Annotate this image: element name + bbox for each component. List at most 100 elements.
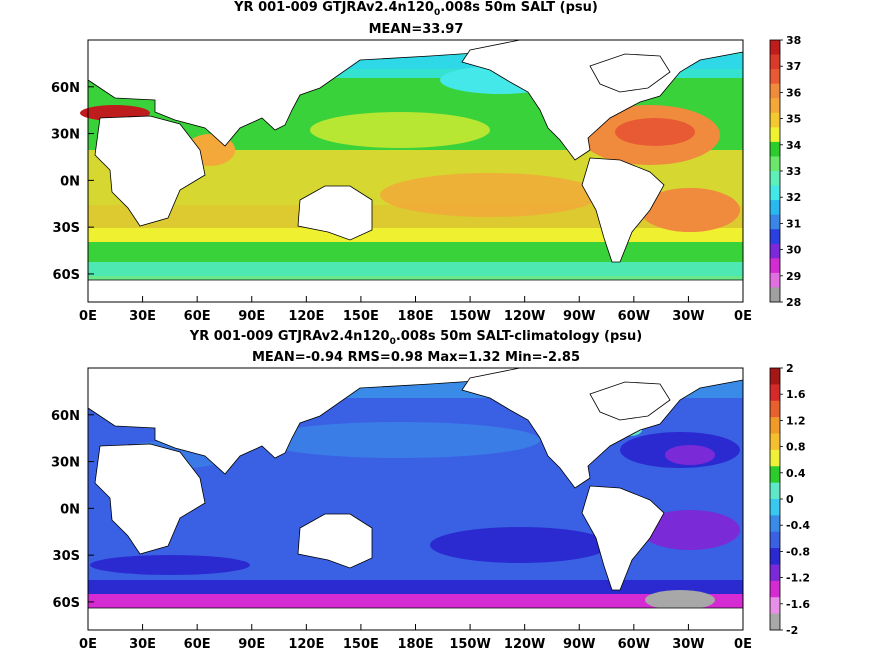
colorbar-segment [770,214,780,230]
x-tick-label: 120W [504,637,545,652]
colorbar-segment [770,258,780,274]
top-stats: MEAN=33.97 [369,22,464,37]
colorbar-label: 31 [786,217,801,230]
x-tick-label: 0E [734,637,752,652]
colorbar-segment [770,229,780,245]
x-tick-label: 180E [397,637,433,652]
x-tick-label: 60E [184,309,211,324]
x-tick-label: 90W [563,309,595,324]
y-tick-label: 60S [53,596,80,611]
x-tick-label: 150W [449,637,490,652]
x-tick-label: 0E [734,309,752,324]
panel-bottom: YR 001-009 GTJRAv2.4n1200.008s 50m SALT-… [51,329,810,652]
colorbar-segment [770,417,780,434]
colorbar-segment [770,112,780,128]
x-tick-label: 0E [79,637,97,652]
colorbar-label: 30 [786,244,802,257]
bottom-x-axis: 0E 30E 60E 90E 120E 150E 180E 150W 120W 90W 60W 30W… [79,624,752,652]
x-tick-label: 120E [288,309,324,324]
colorbar-segment [770,564,780,582]
colorbar-segment [770,69,780,85]
colorbar-segment [770,243,780,259]
x-tick-label: 30W [672,637,704,652]
top-title: YR 001-009 GTJRAv2.4n1200.008s 50m SALT … [233,0,598,18]
bottom-y-axis: 60N 30N 0N 30S 60S [51,409,94,611]
top-colorbar: 38 37 36 35 34 33 32 31 30 29 28 [769,34,802,309]
colorbar-label: 36 [786,86,802,99]
x-tick-label: 30E [129,309,156,324]
colorbar-label: 0.4 [786,467,806,480]
x-tick-label: 150W [449,309,490,324]
colorbar-segment [770,200,780,216]
colorbar-label: 0.8 [786,441,806,454]
panel-top: YR 001-009 GTJRAv2.4n1200.008s 50m SALT … [51,0,802,324]
colorbar-label: 35 [786,113,801,126]
x-tick-label: 120W [504,309,545,324]
top-map [80,39,744,303]
colorbar-label: -1.2 [786,572,810,585]
colorbar-segment [770,272,780,288]
colorbar-label: 1.6 [786,388,806,401]
x-tick-label: 60W [618,309,650,324]
x-tick-label: 60W [618,637,650,652]
colorbar-segment [770,515,780,533]
y-tick-label: 30S [53,221,80,236]
colorbar-label: 0 [786,493,794,506]
colorbar-label: 37 [786,60,801,73]
x-tick-label: 30W [672,309,704,324]
y-tick-label: 60N [51,409,80,424]
colorbar-label: -0.8 [786,545,810,558]
bottom-title: YR 001-009 GTJRAv2.4n1200.008s 50m SALT-… [189,329,642,347]
colorbar-label: 33 [786,165,801,178]
x-tick-label: 120E [288,637,324,652]
colorbar-label: 34 [786,139,802,152]
colorbar-segment [770,433,780,451]
colorbar-label: 38 [786,34,801,47]
colorbar-segment [770,156,780,172]
y-tick-label: 60N [51,81,80,96]
y-tick-label: 30S [53,549,80,564]
colorbar-segment [770,40,780,56]
top-x-axis: 0E 30E 60E 90E 120E 150E 180E 150W 120W 90W 60W 30W… [79,296,752,324]
colorbar-segment [770,287,780,303]
colorbar-label: 28 [786,296,801,309]
x-tick-label: 90E [238,637,265,652]
colorbar-label: 32 [786,191,801,204]
colorbar-label: -0.4 [786,519,810,532]
colorbar-segment [770,98,780,114]
x-tick-label: 30E [129,637,156,652]
colorbar-segment [770,141,780,157]
colorbar-segment [770,384,780,402]
x-tick-label: 60E [184,637,211,652]
colorbar-segment [770,185,780,201]
bottom-map [87,367,744,631]
bottom-colorbar: 2 1.6 1.2 0.8 0.4 0 -0.4 -0.8 -1.2 -1.6 -2 [769,362,810,637]
colorbar-label: 29 [786,270,801,283]
x-tick-label: 90W [563,637,595,652]
colorbar-segment [770,613,780,631]
colorbar-label: 2 [786,362,794,375]
colorbar-segment [770,499,780,516]
x-tick-label: 150E [343,637,379,652]
top-land [87,39,744,303]
colorbar-segment [770,597,780,615]
colorbar-segment [770,83,780,99]
colorbar-segment [770,580,780,598]
colorbar-segment [770,127,780,143]
y-tick-label: 30N [51,456,80,471]
x-tick-label: 90E [238,309,265,324]
colorbar-label: -1.6 [786,598,810,611]
y-tick-label: 0N [60,502,80,517]
colorbar-segment [770,368,780,385]
y-tick-label: 0N [60,174,80,189]
colorbar-segment [770,548,780,565]
x-tick-label: 180E [397,309,433,324]
x-tick-label: 0E [79,309,97,324]
bottom-stats: MEAN=-0.94 RMS=0.98 Max=1.32 Min=-2.85 [252,350,580,365]
colorbar-segment [770,466,780,484]
colorbar-segment [770,449,780,467]
top-y-axis: 60N 30N 0N 30S 60S [51,81,94,283]
x-tick-label: 150E [343,309,379,324]
y-tick-label: 30N [51,128,80,143]
